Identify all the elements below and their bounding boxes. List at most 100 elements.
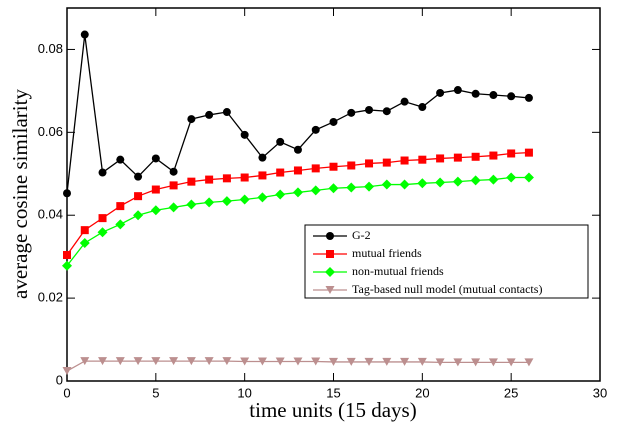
data-point [115, 219, 126, 230]
y-tick-label: 0.04 [38, 207, 63, 222]
data-point [116, 155, 125, 164]
data-point [436, 154, 445, 163]
data-point [62, 367, 72, 376]
x-tick-label: 30 [593, 385, 607, 400]
data-point [186, 199, 197, 210]
data-point [169, 181, 178, 190]
data-point [186, 357, 196, 366]
data-point [311, 164, 320, 173]
data-point [400, 156, 409, 165]
data-point [275, 189, 286, 200]
data-point [205, 175, 214, 184]
data-point [240, 173, 249, 182]
data-point [79, 237, 90, 248]
data-point [365, 105, 374, 114]
data-point [435, 358, 445, 367]
data-point [329, 357, 338, 366]
data-point [204, 197, 215, 208]
data-point [471, 358, 481, 367]
data-point [134, 172, 143, 181]
data-point [489, 151, 498, 160]
data-point [258, 171, 267, 180]
data-point [204, 357, 214, 366]
legend-marker [325, 286, 335, 294]
data-point [346, 357, 356, 366]
data-point [169, 167, 178, 176]
x-tick-label: 15 [326, 385, 340, 400]
x-tick-label: 25 [504, 385, 518, 400]
data-point [471, 89, 480, 98]
data-point [311, 125, 320, 134]
data-point [187, 115, 196, 124]
y-tick-label: 0.06 [38, 124, 63, 139]
data-point [453, 358, 463, 367]
legend-marker [325, 267, 335, 277]
data-point [417, 357, 427, 366]
data-point [62, 260, 72, 271]
data-point [240, 130, 249, 139]
data-point [187, 177, 196, 186]
data-point [346, 182, 357, 193]
data-point [418, 155, 427, 164]
data-point [488, 358, 498, 367]
legend-marker [326, 250, 334, 258]
data-point [133, 357, 143, 366]
data-point [435, 177, 446, 188]
data-point [507, 149, 516, 158]
data-point [276, 168, 285, 177]
data-point [400, 357, 410, 366]
data-point [524, 358, 534, 367]
data-point [151, 357, 161, 366]
data-point [489, 91, 498, 100]
data-point [80, 357, 90, 366]
data-point [382, 158, 391, 167]
data-point [98, 168, 107, 177]
data-point [151, 154, 160, 163]
data-point [222, 108, 231, 117]
y-tick-label: 0.02 [38, 290, 63, 305]
data-point [452, 176, 463, 187]
x-tick-label: 5 [152, 385, 159, 400]
data-point [63, 251, 71, 260]
data-point [364, 357, 374, 366]
data-point [418, 103, 427, 112]
data-point [293, 166, 302, 175]
data-point [239, 194, 250, 205]
data-point [365, 159, 374, 168]
data-point [310, 185, 321, 196]
data-point [258, 153, 267, 162]
data-point [347, 108, 356, 117]
data-point [524, 93, 533, 102]
data-point [400, 97, 409, 106]
y-axis-label: average cosine similarity [8, 89, 32, 299]
data-point [169, 357, 179, 366]
data-point [364, 181, 375, 192]
data-point [116, 202, 125, 211]
data-point [205, 110, 214, 119]
data-point [63, 189, 71, 198]
data-point [506, 172, 517, 183]
data-point [115, 357, 125, 366]
data-point [328, 183, 339, 194]
data-point [329, 162, 338, 171]
data-point [523, 172, 534, 183]
data-point [382, 357, 392, 366]
data-point [453, 86, 462, 95]
data-point [399, 179, 410, 190]
legend-label: G-2 [352, 228, 371, 242]
data-point [329, 117, 338, 126]
data-point [381, 179, 392, 190]
plot-frame [66, 7, 601, 382]
y-tick-label: 0.08 [38, 41, 63, 56]
data-point [257, 192, 268, 203]
legend-label: mutual friends [352, 246, 422, 260]
data-point [97, 227, 108, 238]
data-point [98, 357, 108, 366]
x-axis-label: time units (15 days) [249, 398, 416, 422]
data-point [347, 161, 356, 170]
data-point [133, 210, 144, 221]
data-point [292, 187, 303, 198]
data-point [222, 174, 231, 183]
legend-label: Tag-based null model (mutual contacts) [352, 282, 542, 296]
